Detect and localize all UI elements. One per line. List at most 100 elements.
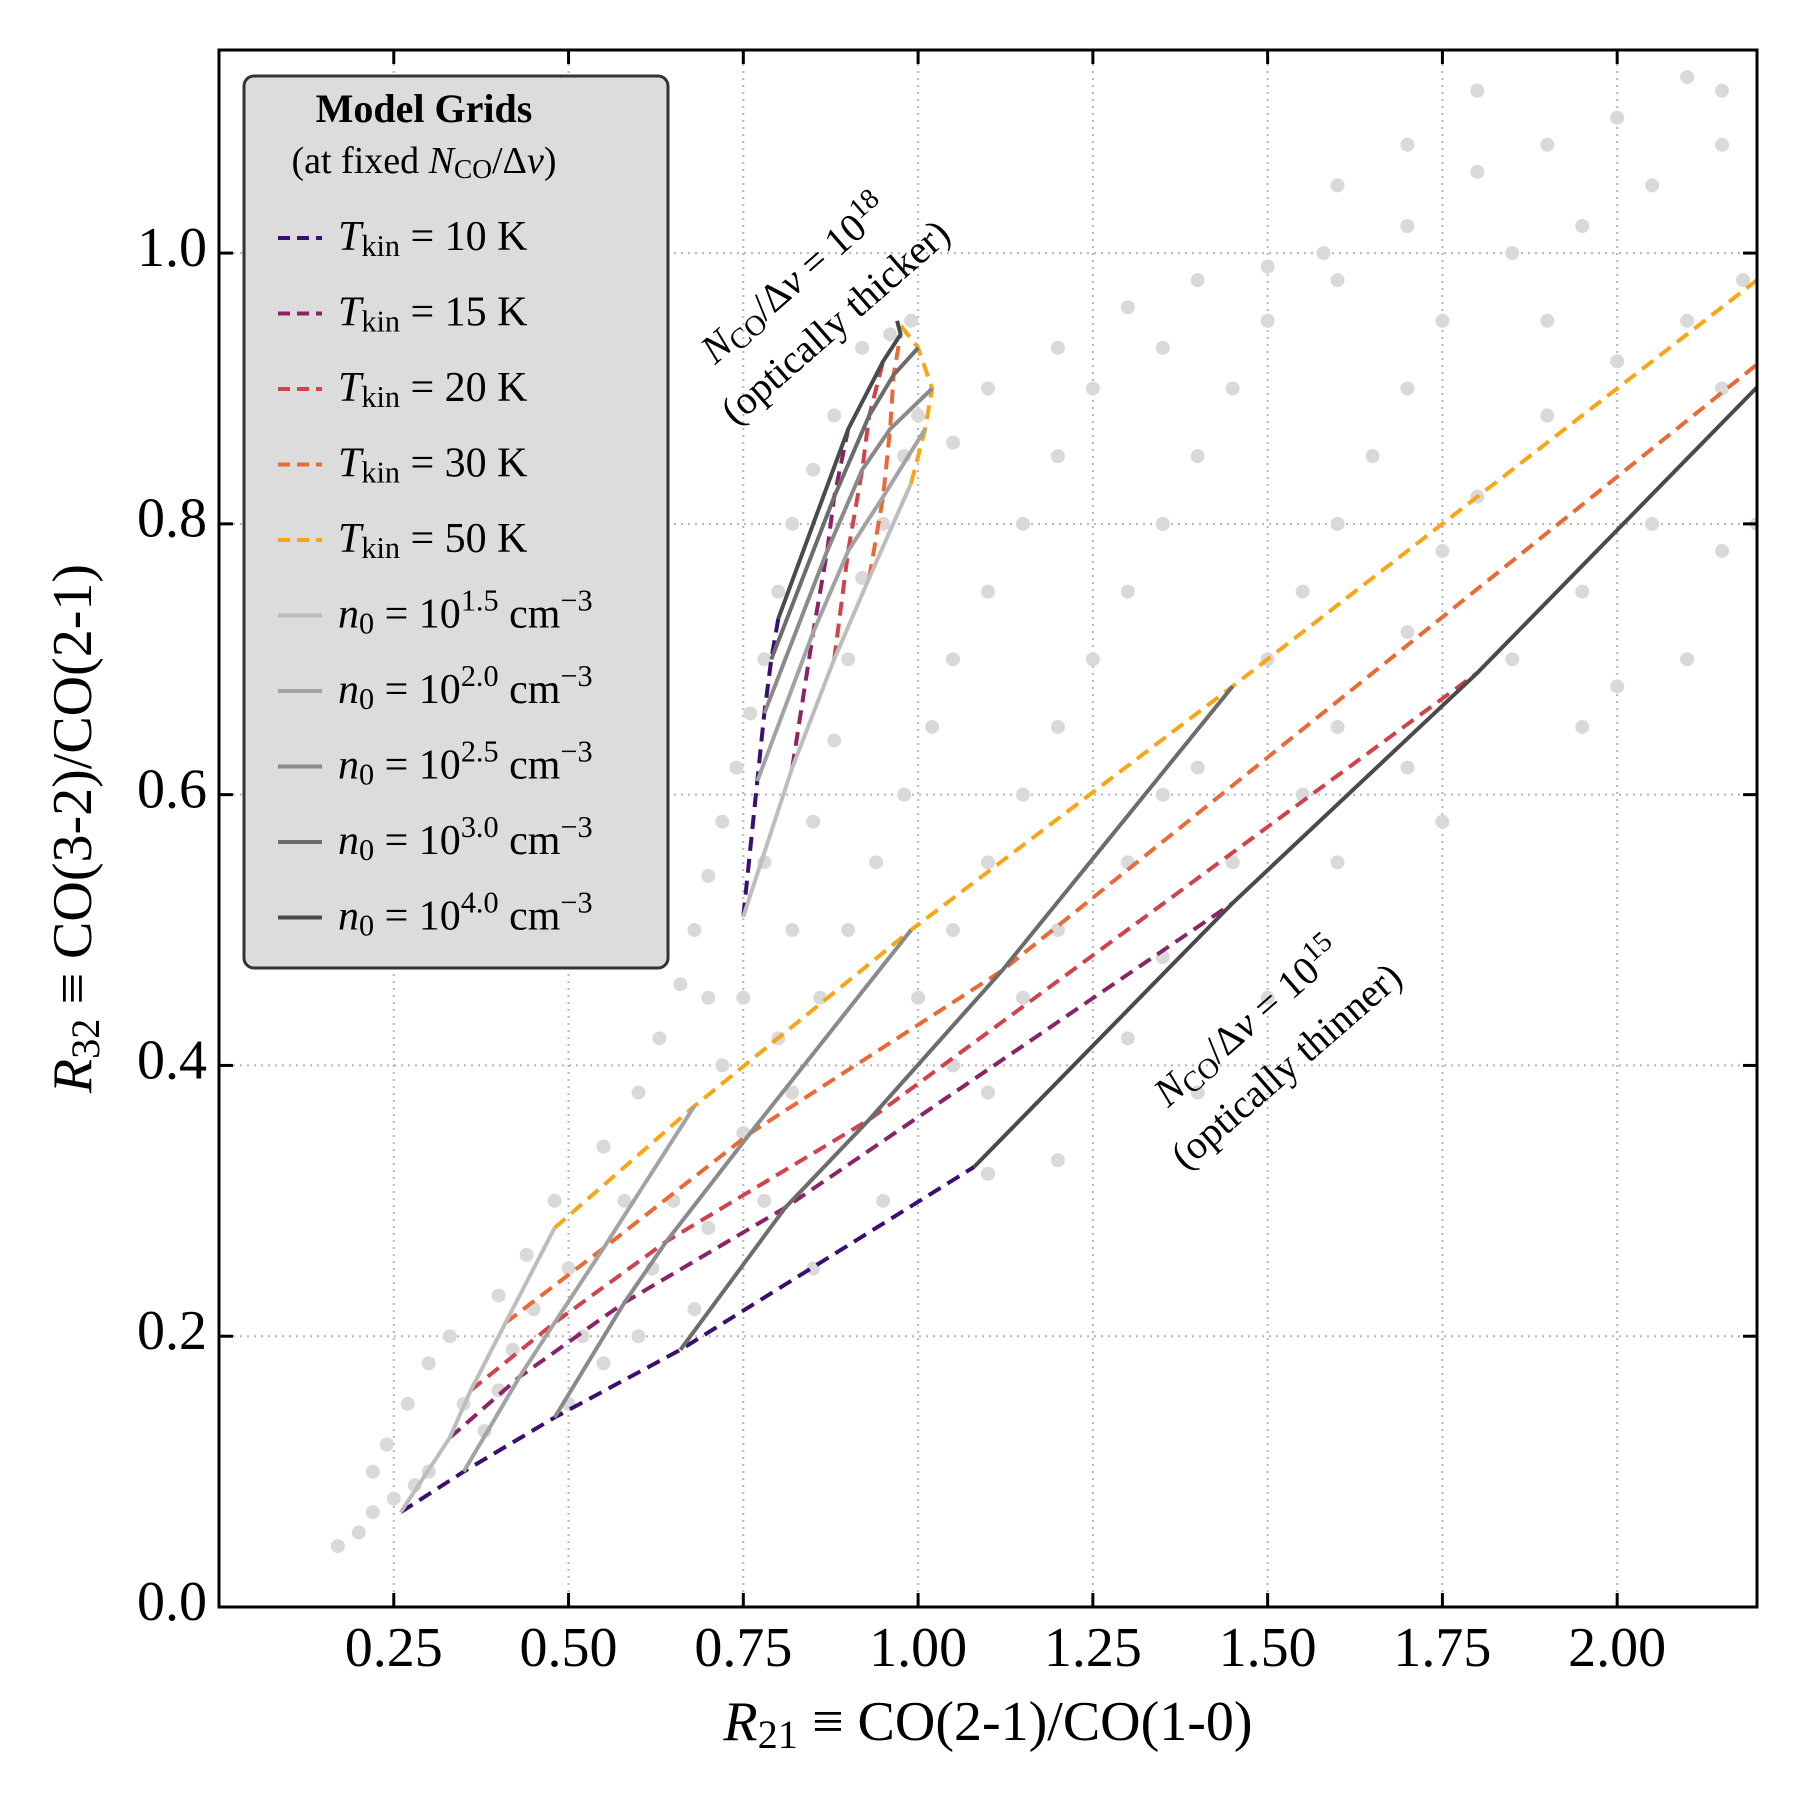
- text-part: kin: [361, 380, 400, 414]
- scatter-point: [1190, 1085, 1205, 1100]
- scatter-point: [330, 1539, 345, 1554]
- scatter-point: [701, 868, 716, 883]
- y-tick-label: 0.8: [137, 488, 207, 550]
- scatter-point: [365, 1464, 380, 1479]
- scatter-point: [1540, 408, 1555, 423]
- y-tick-label: 0.0: [137, 1571, 207, 1633]
- scatter-point: [1645, 516, 1660, 531]
- legend-label: n0 = 102.5 cm−3: [338, 735, 593, 792]
- scatter-point: [876, 1193, 891, 1208]
- scatter-point: [1435, 313, 1450, 328]
- x-tick-label: 1.50: [1219, 1617, 1317, 1679]
- scatter-point: [561, 1261, 576, 1276]
- legend-subtitle: (at fixed NCO/Δv): [291, 140, 556, 185]
- scatter-point: [617, 1193, 632, 1208]
- text-part: n: [338, 667, 359, 713]
- scatter-point: [1190, 273, 1205, 288]
- scatter-point: [1540, 137, 1555, 152]
- text-part: 32: [63, 1019, 108, 1059]
- scatter-point: [1330, 516, 1345, 531]
- scatter-point: [1645, 178, 1660, 193]
- scatter-point: [365, 1505, 380, 1520]
- scatter-point: [1470, 83, 1485, 98]
- scatter-point: [1505, 652, 1520, 667]
- scatter-point: [729, 760, 744, 775]
- model-line: [678, 346, 1235, 1351]
- y-tick-label: 0.6: [137, 758, 207, 820]
- scatter-point: [1470, 164, 1485, 179]
- scatter-point: [925, 719, 940, 734]
- text-part: kin: [361, 304, 400, 338]
- text-part: kin: [361, 229, 400, 263]
- text-part: 3.0: [461, 810, 499, 844]
- y-tick-label: 1.0: [137, 217, 207, 279]
- scatter-point: [519, 1247, 534, 1262]
- text-part: = 10: [374, 742, 461, 788]
- scatter-point: [1400, 760, 1415, 775]
- scatter-point: [351, 1525, 366, 1540]
- scatter-point: [1225, 855, 1240, 870]
- scatter-point: [841, 923, 856, 938]
- scatter-point: [785, 516, 800, 531]
- scatter-point: [1155, 516, 1170, 531]
- scatter-point: [1610, 354, 1625, 369]
- scatter-point: [981, 1085, 995, 1100]
- scatter-point: [841, 652, 856, 667]
- scatter-point: [1260, 259, 1275, 274]
- scatter-point: [946, 923, 961, 938]
- scatter-point: [1050, 1153, 1065, 1168]
- y-axis-label: R32 ≡ CO(3-2)/CO(2-1): [42, 564, 108, 1094]
- text-part: T: [338, 365, 364, 411]
- text-part: T: [338, 440, 364, 486]
- scatter-point: [1085, 381, 1100, 396]
- text-part: /Δ: [492, 140, 527, 182]
- text-part: = 10 K: [400, 214, 528, 260]
- scatter-point: [1400, 381, 1415, 396]
- legend-label: n0 = 104.0 cm−3: [338, 886, 593, 943]
- model-line: [552, 387, 934, 1419]
- plot-area: [330, 70, 1757, 1554]
- text-part: R: [42, 1059, 104, 1094]
- text-part: n: [338, 818, 359, 864]
- scatter-point: [1050, 719, 1065, 734]
- scatter-point: [1050, 340, 1065, 355]
- scatter-point: [981, 584, 995, 599]
- scatter-point: [379, 1437, 394, 1452]
- scatter-point: [1715, 381, 1730, 396]
- scatter-point: [1680, 70, 1695, 85]
- model-line: [461, 428, 927, 1473]
- scatter-point: [1400, 219, 1415, 234]
- legend-box: [242, 74, 670, 970]
- scatter-point: [1575, 584, 1590, 599]
- text-part: T: [338, 214, 364, 260]
- legend-label: Tkin = 50 K: [338, 516, 528, 565]
- text-part: cm: [499, 818, 561, 864]
- scatter-point: [806, 814, 821, 829]
- text-part: n: [338, 893, 359, 939]
- scatter-point: [806, 462, 821, 477]
- scatter-point: [1015, 516, 1030, 531]
- plot-frame: [217, 48, 1759, 1609]
- scatter-point: [736, 990, 751, 1005]
- scatter-point: [715, 814, 730, 829]
- scatter-point: [1330, 855, 1345, 870]
- scatter-point: [1680, 313, 1695, 328]
- scatter-point: [1330, 719, 1345, 734]
- model-line: [504, 333, 1757, 1325]
- text-part: R: [722, 1691, 757, 1753]
- scatter-point: [701, 990, 716, 1005]
- scatter-point: [505, 1342, 520, 1357]
- text-part: T: [338, 516, 364, 562]
- text-part: 0: [359, 606, 374, 640]
- scatter-point: [400, 1396, 415, 1411]
- text-part: −3: [560, 886, 592, 920]
- text-part: N: [428, 140, 457, 182]
- text-part: ≡ CO(3-2)/CO(2-1): [42, 564, 104, 1019]
- text-part: n: [338, 591, 359, 637]
- scatter-point: [1050, 449, 1065, 464]
- legend-label: Tkin = 30 K: [338, 440, 528, 489]
- x-axis-label: R21 ≡ CO(2-1)/CO(1-0): [722, 1691, 1252, 1757]
- scatter-point: [946, 435, 961, 450]
- text-part: 2.0: [461, 659, 499, 693]
